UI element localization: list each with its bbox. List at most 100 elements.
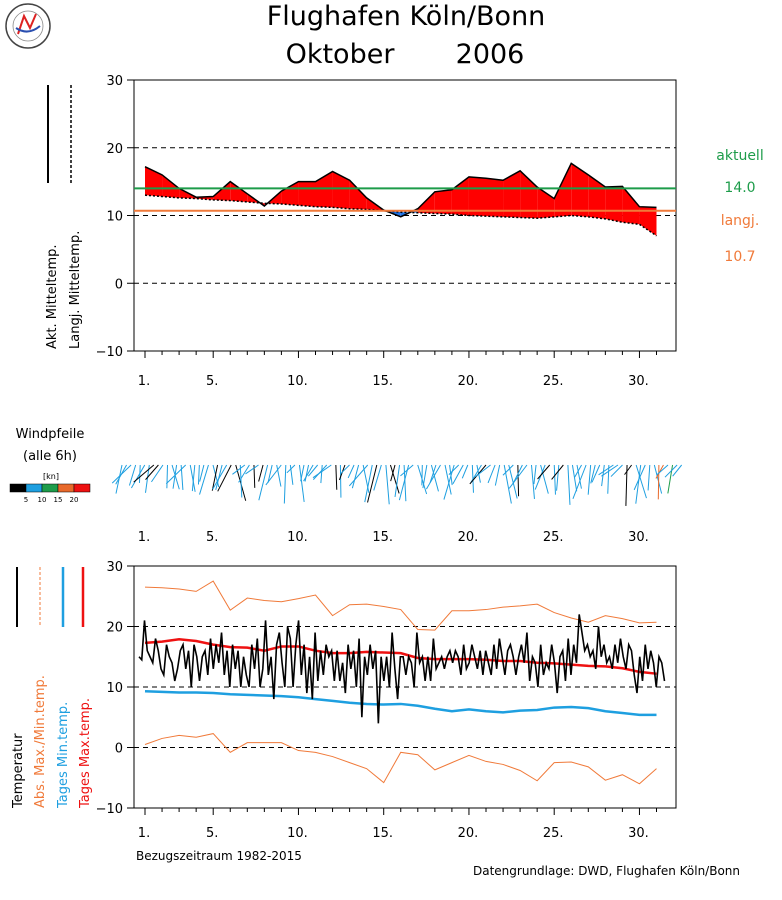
wind-arrow [664, 464, 678, 478]
wind-arrow [232, 464, 246, 475]
anomaly-segment [605, 186, 623, 223]
wind-arrow [340, 464, 350, 474]
wind-arrow [276, 464, 282, 487]
wind-arrow [574, 464, 582, 478]
mean-temp-y-axis: 30 20 10 0 −10 [96, 74, 134, 360]
x-tick-label: 1. [138, 826, 150, 841]
wind-arrow [347, 464, 355, 479]
wind-arrow [430, 464, 439, 492]
wind-arrow [335, 464, 338, 490]
logo-seal [5, 3, 51, 49]
wind-arrow [389, 464, 400, 494]
anomaly-segment [230, 181, 248, 202]
wind-arrow [385, 464, 390, 505]
wind-arrows [111, 464, 683, 506]
wind-arrow [298, 464, 305, 503]
wind-arrow [300, 464, 305, 482]
monthly-normal-value: 10.7 [724, 249, 755, 265]
wind-arrow [647, 464, 651, 491]
y-tick-label: 30 [106, 560, 123, 575]
x-tick-label: 1. [138, 530, 150, 545]
y-tick-label: 0 [115, 742, 123, 757]
wind-arrow [494, 464, 501, 486]
wind-arrow [567, 464, 571, 505]
wind-arrow [425, 464, 441, 490]
anomaly-segment [281, 181, 299, 206]
series-normal-mean [144, 194, 657, 237]
wind-scale-swatch [9, 483, 27, 493]
x-tick-label: 30. [628, 530, 649, 545]
anomaly-segment [298, 181, 316, 207]
wind-arrow [475, 464, 491, 478]
mean-temp-anomaly-area [145, 163, 657, 236]
y-tick-label: 20 [106, 142, 123, 157]
x-tick-label: 30. [628, 374, 649, 389]
anomaly-segment [571, 163, 589, 217]
wind-arrow [576, 464, 582, 489]
anomaly-segment [537, 187, 555, 219]
wind-arrow [531, 464, 535, 500]
monthly-current-value: 14.0 [724, 180, 755, 196]
anomaly-segment [554, 163, 572, 217]
wind-arrow [283, 464, 287, 504]
mean-temp-x-axis: 1. 5. 10. 15. 20. 25. 30. [138, 351, 657, 389]
wind-arrow [171, 464, 180, 490]
x-tick-label: 10. [287, 530, 308, 545]
wind-scale-swatch [73, 483, 91, 493]
wind-arrow [191, 464, 196, 492]
wind-arrow [508, 464, 518, 499]
x-tick-label: 20. [458, 826, 479, 841]
y-label-daily-max: Tages Max.temp. [78, 698, 93, 809]
y-label-abs-extremes: Abs. Max./Min.temp. [33, 675, 48, 808]
wind-arrow [151, 464, 164, 483]
x-tick-label: 15. [372, 826, 393, 841]
wind-arrow [133, 464, 155, 483]
wind-arrow [571, 464, 578, 492]
wind-arrow [672, 464, 683, 477]
anomaly-segment [639, 206, 657, 236]
wind-arrow [351, 464, 360, 489]
x-tick-label: 15. [372, 374, 393, 389]
x-tick-label: 5. [206, 530, 218, 545]
anomaly-segment [417, 191, 435, 214]
wind-arrow [320, 464, 323, 484]
wind-scale-label: 5 [24, 496, 28, 504]
wind-arrow [422, 464, 428, 489]
series-temperature [138, 614, 666, 724]
wind-arrow [598, 464, 614, 476]
x-tick-label: 5. [206, 374, 218, 389]
mean-temp-lines [134, 162, 676, 237]
wind-arrow [286, 464, 296, 474]
y-tick-label: 20 [106, 621, 123, 636]
temperature-chart: 30 20 10 0 −10 1. 5. 10. 15. 20. 25. 30. Temperatu… [11, 560, 677, 841]
x-tick-label: 20. [458, 530, 479, 545]
wind-arrow [394, 464, 401, 497]
anomaly-segment [622, 186, 640, 225]
wind-arrow [508, 464, 528, 489]
wind-arrow [400, 464, 414, 477]
y-label-daily-min: Tages Min.temp. [56, 702, 71, 809]
mean-temp-chart: 30 20 10 0 −10 1. 5. 10. 15. 20. 25. 30. Akt. Mitt… [45, 74, 764, 389]
y-label-normal: Langj. Mitteltemp. [68, 231, 83, 349]
wind-arrow [111, 464, 132, 484]
y-tick-label: −10 [96, 802, 123, 817]
chart-month: Oktober [286, 39, 396, 70]
wind-arrow [211, 464, 219, 491]
wind-title: Windpfeile [16, 427, 85, 442]
wind-arrow [217, 464, 232, 492]
wind-arrow [470, 464, 482, 483]
y-tick-label: 30 [106, 74, 123, 89]
x-tick-label: 25. [543, 374, 564, 389]
wind-arrow [390, 464, 396, 482]
wind-arrow [289, 464, 294, 485]
wind-scale-label: 10 [38, 496, 47, 504]
y-tick-label: 0 [115, 277, 123, 292]
anomaly-segment [213, 181, 231, 201]
series-abs-min [144, 733, 657, 785]
wind-arrow [128, 464, 137, 486]
wind-arrow [587, 464, 592, 495]
wind-section: Windpfeile (alle 6h) [kn] 5 10 15 20 1. 5. 10… [9, 427, 683, 545]
x-tick-label: 10. [287, 826, 308, 841]
wind-arrow [265, 464, 282, 486]
series-current-mean [144, 162, 657, 218]
